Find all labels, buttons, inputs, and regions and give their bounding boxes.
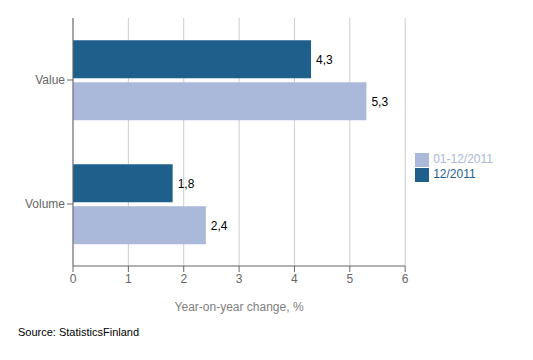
svg-text:1: 1 xyxy=(125,272,132,286)
svg-text:1,8: 1,8 xyxy=(178,177,195,191)
svg-text:Year-on-year change, %: Year-on-year change, % xyxy=(175,300,304,314)
svg-text:Volume: Volume xyxy=(25,197,65,211)
svg-text:Value: Value xyxy=(35,73,65,87)
html-text:12/2011: 12/2011 xyxy=(433,167,476,181)
svg-text:2: 2 xyxy=(180,272,187,286)
svg-text:5: 5 xyxy=(346,272,353,286)
svg-text:6: 6 xyxy=(402,272,409,286)
svg-text:5,3: 5,3 xyxy=(371,95,388,109)
svg-text:0: 0 xyxy=(70,272,77,286)
svg-text:2,4: 2,4 xyxy=(211,219,228,233)
svg-text:4: 4 xyxy=(291,272,298,286)
svg-text:3: 3 xyxy=(236,272,243,286)
html-text:Source: StatisticsFinland: Source: StatisticsFinland xyxy=(18,326,140,338)
html-text:01-12/2011: 01-12/2011 xyxy=(433,152,493,167)
svg-text:4,3: 4,3 xyxy=(316,53,333,67)
